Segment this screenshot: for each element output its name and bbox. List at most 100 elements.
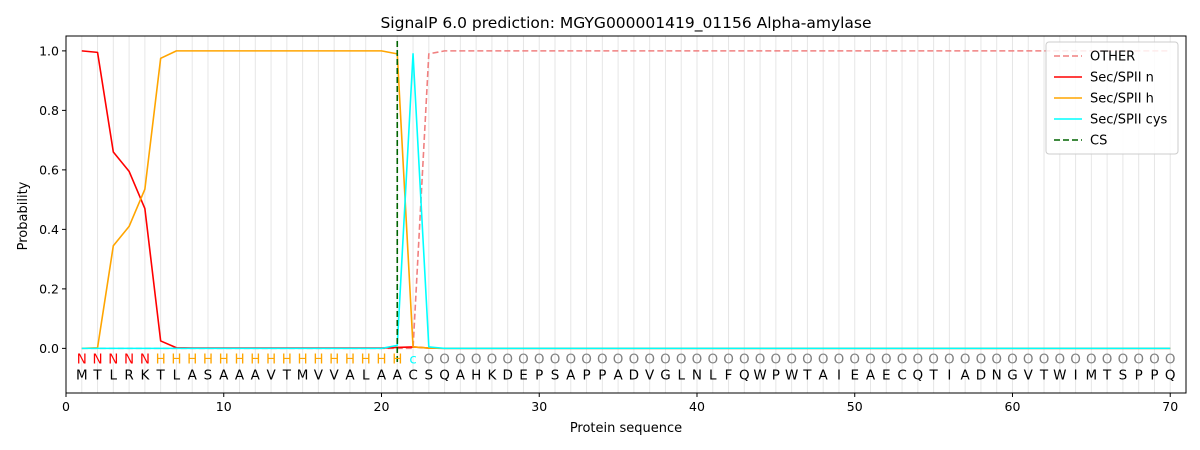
region-label: O — [1070, 351, 1081, 367]
y-tick-label: 0.2 — [39, 281, 59, 296]
region-label: O — [865, 351, 876, 367]
sequence-residue: V — [645, 368, 655, 384]
sequence-residue: T — [282, 368, 292, 384]
region-label: O — [897, 351, 908, 367]
sequence-residue: A — [188, 368, 198, 384]
region-label: O — [818, 351, 829, 367]
region-label: O — [944, 351, 955, 367]
sequence-residue: Q — [739, 368, 750, 384]
region-label: O — [802, 351, 813, 367]
region-label: O — [1023, 351, 1034, 367]
region-label: O — [613, 351, 624, 367]
region-label: c — [409, 351, 416, 367]
sequence-residue: I — [1074, 368, 1078, 384]
sequence-residue: A — [393, 368, 403, 384]
region-label: O — [834, 351, 845, 367]
y-tick-label: 0.8 — [39, 103, 59, 118]
region-label: O — [928, 351, 939, 367]
region-label: O — [976, 351, 987, 367]
sequence-residue: P — [1135, 368, 1143, 384]
sequence-residue: M — [76, 368, 88, 384]
region-label: O — [534, 351, 545, 367]
y-tick-label: 0.6 — [39, 162, 59, 177]
sequence-residue: E — [882, 368, 891, 384]
region-label: O — [1086, 351, 1097, 367]
region-label: N — [124, 351, 134, 367]
legend: OTHER Sec/SPII n Sec/SPII h Sec/SPII cys CS — [1045, 41, 1179, 155]
x-tick-label: 10 — [216, 399, 232, 414]
region-label: H — [187, 351, 197, 367]
sequence-residue: T — [1039, 368, 1049, 384]
sequence-residue: S — [204, 368, 213, 384]
y-tick-label: 0.0 — [39, 341, 59, 356]
region-label: O — [755, 351, 766, 367]
region-label: N — [108, 351, 118, 367]
sequence-residue: T — [802, 368, 812, 384]
region-label: O — [471, 351, 482, 367]
sequence-residue: W — [1053, 368, 1066, 384]
sequence-residue: C — [408, 368, 417, 384]
sequence-residue: M — [297, 368, 309, 384]
sequence-residue: Q — [1165, 368, 1176, 384]
y-tick-label: 1.0 — [39, 43, 59, 58]
x-tick-label: 20 — [374, 399, 390, 414]
sequence-residue: E — [519, 368, 528, 384]
region-label: O — [739, 351, 750, 367]
sequence-residue: Q — [913, 368, 924, 384]
sequence-residue: P — [772, 368, 780, 384]
region-label: O — [565, 351, 576, 367]
sequence-residue: S — [551, 368, 560, 384]
sequence-residue: L — [709, 368, 717, 384]
region-label: O — [597, 351, 608, 367]
region-label: O — [991, 351, 1002, 367]
region-label: O — [1165, 351, 1176, 367]
region-label: H — [266, 351, 276, 367]
region-label: O — [849, 351, 860, 367]
region-label: O — [1007, 351, 1018, 367]
region-label: O — [660, 351, 671, 367]
sequence-residue: I — [837, 368, 841, 384]
region-label: O — [1039, 351, 1050, 367]
sequence-residue: A — [235, 368, 245, 384]
region-label: O — [723, 351, 734, 367]
x-tick-label: 70 — [1162, 399, 1178, 414]
sequence-residue: W — [753, 368, 766, 384]
y-tick-label: 0.4 — [39, 222, 59, 237]
sequence-residue: A — [866, 368, 876, 384]
sequence-residue: T — [1102, 368, 1112, 384]
sequence-residue: T — [928, 368, 938, 384]
series-lines — [81, 41, 1171, 363]
sequence-residue: V — [330, 368, 340, 384]
sequence-residue: F — [725, 368, 733, 384]
legend-label: CS — [1090, 134, 1107, 149]
sequence-residue: D — [629, 368, 639, 384]
region-label: H — [156, 351, 166, 367]
chart-title: SignalP 6.0 prediction: MGYG000001419_01… — [380, 14, 871, 33]
series-line-sec-spii-cys — [81, 53, 1171, 350]
sequence-residue: T — [156, 368, 166, 384]
region-label: O — [692, 351, 703, 367]
sequence-residue: A — [345, 368, 355, 384]
sequence-residue: I — [947, 368, 951, 384]
sequence-residue: V — [266, 368, 276, 384]
sequence-residue: Q — [439, 368, 450, 384]
legend-label: Sec/SPII h — [1090, 92, 1154, 107]
sequence-residue: T — [92, 368, 102, 384]
region-label: O — [1102, 351, 1113, 367]
region-label: O — [1118, 351, 1129, 367]
region-label: O — [550, 351, 561, 367]
sequence-residue: A — [566, 368, 576, 384]
sequence-residue: G — [1007, 368, 1017, 384]
sequence-residue: S — [425, 368, 434, 384]
region-label: N — [140, 351, 150, 367]
region-label: H — [171, 351, 181, 367]
grid-lines — [81, 36, 1171, 393]
sequence-residue: R — [124, 368, 133, 384]
region-label: O — [629, 351, 640, 367]
region-label: H — [376, 351, 386, 367]
region-label: H — [345, 351, 355, 367]
sequence-residue: D — [502, 368, 512, 384]
sequence-residue: P — [582, 368, 590, 384]
